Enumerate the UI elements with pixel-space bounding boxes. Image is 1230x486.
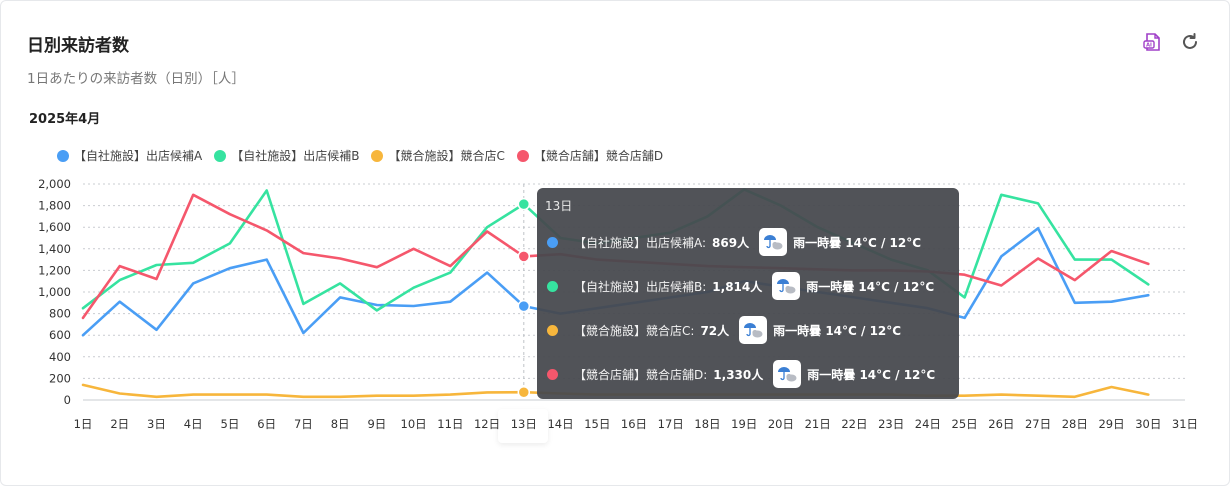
y-tick-label: 0 xyxy=(64,393,71,407)
y-tick-label: 1,800 xyxy=(38,199,71,213)
y-tick-label: 200 xyxy=(49,371,71,385)
svg-text:AI: AI xyxy=(1146,43,1152,49)
x-tick-label: 14日 xyxy=(547,417,573,431)
tooltip-series-name: 【自社施設】出店候補A: xyxy=(574,235,707,250)
rain-cloud-icon xyxy=(759,228,788,256)
legend-item-c[interactable]: 【競合施設】競合店C xyxy=(371,147,505,164)
y-tick-label: 800 xyxy=(49,307,71,321)
ai-report-icon[interactable]: AI xyxy=(1141,31,1163,53)
tooltip-marker xyxy=(547,368,558,380)
chart-subtitle: 1日あたりの来訪者数（日別）［人］ xyxy=(27,71,245,87)
tooltip-series-name: 【競合店舗】競合店舗D: xyxy=(574,367,708,382)
data-point-4 xyxy=(517,250,531,263)
x-tick-label: 28日 xyxy=(1062,417,1088,431)
month-label: 2025年4月 xyxy=(29,112,101,127)
tooltip-marker xyxy=(547,280,558,292)
legend-item-a[interactable]: 【自社施設】出店候補A xyxy=(57,147,202,164)
tooltip-series-name: 【競合施設】競合店C: xyxy=(574,323,695,338)
x-tick-label: 29日 xyxy=(1098,417,1124,431)
x-tick-label: 17日 xyxy=(658,417,684,431)
x-tick-label: 25日 xyxy=(952,417,978,431)
y-tick-label: 1,200 xyxy=(38,263,71,277)
y-tick-label: 400 xyxy=(49,350,71,364)
x-tick-label: 4日 xyxy=(184,417,203,431)
y-tick-label: 1,600 xyxy=(38,220,71,234)
rain-cloud-icon xyxy=(772,272,801,300)
chart-legend: 【自社施設】出店候補A 【自社施設】出店候補B 【競合施設】競合店C 【競合店舗… xyxy=(57,147,663,164)
x-tick-label: 13日 xyxy=(511,417,537,431)
chart-tooltip: 13日 【自社施設】出店候補A: 869人 雨一時曇 14°C / 12°C 【… xyxy=(537,188,959,399)
tooltip-row: 【競合店舗】競合店舗D: 1,330人 雨一時曇 14°C / 12°C xyxy=(547,360,935,388)
x-tick-label: 18日 xyxy=(694,417,720,431)
x-tick-label: 20日 xyxy=(768,417,794,431)
legend-item-b[interactable]: 【自社施設】出店候補B xyxy=(214,147,359,164)
y-tick-label: 2,000 xyxy=(38,177,71,191)
tooltip-row: 【自社施設】出店候補B: 1,814人 雨一時曇 14°C / 12°C xyxy=(547,272,934,300)
y-tick-label: 1,000 xyxy=(38,285,71,299)
tooltip-value: 1,330人 xyxy=(713,367,764,382)
x-tick-label: 10日 xyxy=(401,417,427,431)
x-tick-label: 15日 xyxy=(584,417,610,431)
x-tick-label: 12日 xyxy=(474,417,500,431)
y-tick-label: 1,400 xyxy=(38,242,71,256)
x-tick-label: 2日 xyxy=(110,417,129,431)
x-tick-label: 9日 xyxy=(367,417,386,431)
x-tick-label: 11日 xyxy=(437,417,463,431)
x-tick-label: 26日 xyxy=(988,417,1014,431)
x-tick-label: 3日 xyxy=(147,417,166,431)
x-tick-label: 1日 xyxy=(74,417,93,431)
data-point-1 xyxy=(517,299,531,313)
x-tick-label: 5日 xyxy=(221,417,240,431)
x-tick-label: 16日 xyxy=(621,417,647,431)
tooltip-value: 1,814人 xyxy=(712,279,763,294)
x-tick-label: 27日 xyxy=(1025,417,1051,431)
x-tick-label: 7日 xyxy=(294,417,313,431)
tooltip-marker xyxy=(547,324,558,336)
data-point-3 xyxy=(517,385,531,399)
legend-label: 【自社施設】出店候補A xyxy=(74,149,203,163)
tooltip-row: 【自社施設】出店候補A: 869人 雨一時曇 14°C / 12°C xyxy=(547,228,921,256)
tooltip-weather: 雨一時曇 14°C / 12°C xyxy=(806,279,935,294)
legend-label: 【競合施設】競合店C xyxy=(388,149,505,163)
x-tick-label: 30日 xyxy=(1135,417,1161,431)
legend-label: 【自社施設】出店候補B xyxy=(231,149,360,163)
legend-marker xyxy=(57,149,69,162)
legend-label: 【競合店舗】競合店舗D xyxy=(533,149,664,163)
legend-item-d[interactable]: 【競合店舗】競合店舗D xyxy=(516,147,664,164)
tooltip-weather: 雨一時曇 14°C / 12°C xyxy=(773,323,902,338)
tooltip-weather: 雨一時曇 14°C / 12°C xyxy=(807,367,936,382)
tooltip-series-name: 【自社施設】出店候補B: xyxy=(574,279,707,294)
x-tick-label: 23日 xyxy=(878,417,904,431)
x-tick-label: 31日 xyxy=(1172,417,1198,431)
x-tick-label: 22日 xyxy=(841,417,867,431)
page-title: 日別来訪者数 xyxy=(27,36,129,56)
tooltip-marker xyxy=(547,236,558,248)
x-tick-label: 8日 xyxy=(331,417,350,431)
data-point-2 xyxy=(517,197,531,211)
tooltip-value: 869人 xyxy=(712,235,750,250)
tooltip-weather: 雨一時曇 14°C / 12°C xyxy=(793,235,922,250)
refresh-icon[interactable] xyxy=(1179,31,1201,53)
tooltip-value: 72人 xyxy=(700,323,730,338)
legend-marker xyxy=(516,149,529,162)
y-tick-label: 600 xyxy=(49,328,71,342)
x-tick-label: 19日 xyxy=(731,417,757,431)
toolbar: AI xyxy=(1141,31,1201,53)
tooltip-date: 13日 xyxy=(545,199,573,213)
x-tick-label: 24日 xyxy=(915,417,941,431)
x-tick-label: 21日 xyxy=(805,417,831,431)
x-axis-highlight xyxy=(498,409,548,443)
legend-marker xyxy=(371,149,384,162)
rain-cloud-icon xyxy=(773,360,802,388)
rain-cloud-icon xyxy=(739,316,768,344)
x-tick-label: 6日 xyxy=(257,417,276,431)
legend-marker xyxy=(214,149,227,162)
tooltip-row: 【競合施設】競合店C: 72人 雨一時曇 14°C / 12°C xyxy=(547,316,901,344)
